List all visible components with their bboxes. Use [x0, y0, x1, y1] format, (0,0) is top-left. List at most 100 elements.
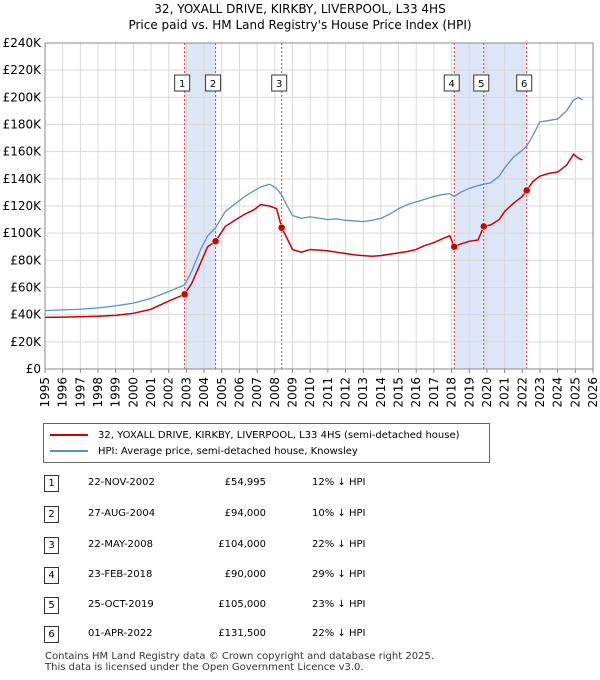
sale-point	[277, 223, 286, 232]
sale-number-badge: 5	[44, 597, 59, 614]
sale-label: 2	[210, 79, 216, 90]
legend-label-property: 32, YOXALL DRIVE, KIRKBY, LIVERPOOL, L33…	[98, 429, 460, 441]
y-tick-label: £80K	[10, 253, 42, 267]
x-tick-label: 2014	[374, 377, 388, 408]
x-tick-label: 2024	[551, 377, 565, 408]
sale-label: 1	[179, 79, 185, 90]
x-tick-label: 1997	[73, 377, 87, 408]
sale-number-badge: 6	[44, 626, 59, 643]
sale-date: 22-NOV-2002	[88, 477, 155, 488]
sale-hpi-diff: 12% ↓ HPI	[312, 477, 366, 488]
x-tick-label: 2008	[268, 377, 282, 408]
sale-hpi-diff: 23% ↓ HPI	[312, 599, 366, 610]
table-row: 3 22-MAY-2008 £104,000 22% ↓ HPI	[0, 536, 600, 554]
sale-label-box	[271, 74, 288, 92]
sale-label-box	[205, 74, 222, 92]
sale-price: £94,000	[224, 508, 266, 519]
sale-hpi-diff: 29% ↓ HPI	[312, 569, 366, 580]
legend-item-property: 32, YOXALL DRIVE, KIRKBY, LIVERPOOL, L33…	[50, 428, 460, 442]
sale-number-badge: 4	[44, 567, 59, 584]
x-tick-label: 2022	[515, 377, 529, 408]
sale-date: 01-APR-2022	[88, 628, 153, 639]
x-tick-label: 1996	[56, 377, 70, 408]
x-tick-label: 2000	[126, 377, 140, 408]
footer-licence: This data is licensed under the Open Gov…	[45, 662, 364, 673]
legend-label-hpi: HPI: Average price, semi-detached house,…	[98, 445, 358, 457]
y-tick-label: £180K	[3, 118, 43, 132]
sale-point	[450, 243, 458, 251]
x-tick-label: 2003	[179, 377, 193, 408]
sale-number-badge: 3	[44, 537, 59, 554]
x-tick-label: 2009	[285, 377, 299, 408]
x-tick-label: 1995	[38, 377, 52, 408]
table-row: 5 25-OCT-2019 £105,000 23% ↓ HPI	[0, 596, 600, 614]
y-tick-label: £100K	[3, 226, 43, 240]
legend-swatch-hpi	[50, 450, 88, 452]
x-tick-label: 2002	[162, 377, 176, 408]
x-tick-label: 2017	[427, 377, 441, 408]
x-tick-label: 2005	[215, 377, 229, 408]
x-tick-label: 1999	[109, 377, 123, 408]
y-tick-label: £160K	[3, 145, 43, 159]
x-tick-label: 2018	[445, 377, 459, 408]
legend-swatch-property	[50, 434, 88, 436]
chart-legend: 32, YOXALL DRIVE, KIRKBY, LIVERPOOL, L33…	[43, 423, 490, 463]
x-tick-label: 2021	[498, 377, 512, 408]
x-tick-label: 2015	[392, 377, 406, 408]
sale-price: £131,500	[218, 628, 266, 639]
x-tick-label: 2004	[197, 377, 211, 408]
sale-label-box	[473, 74, 490, 92]
x-tick-label: 2026	[586, 377, 600, 408]
sale-price: £104,000	[218, 539, 266, 550]
x-tick-label: 2007	[250, 377, 264, 408]
sale-label-box	[516, 74, 533, 92]
x-tick-label: 2016	[409, 377, 423, 408]
y-tick-label: £0	[26, 362, 41, 376]
x-tick-label: 2020	[480, 377, 494, 408]
x-tick-label: 2011	[321, 377, 335, 408]
sale-price: £54,995	[224, 477, 266, 488]
x-tick-label: 1998	[91, 377, 105, 408]
chart-title-line2: Price paid vs. HM Land Registry's House …	[128, 18, 472, 32]
sale-label: 6	[521, 79, 527, 90]
y-tick-label: £240K	[3, 36, 43, 50]
sale-label: 3	[276, 79, 282, 90]
y-tick-label: £220K	[3, 63, 43, 77]
y-tick-label: £200K	[3, 90, 43, 104]
sale-label-box	[443, 74, 460, 92]
hpi-series-line	[44, 96, 583, 312]
x-tick-label: 2001	[144, 377, 158, 408]
sale-price: £90,000	[224, 569, 266, 580]
table-row: 4 23-FEB-2018 £90,000 29% ↓ HPI	[0, 566, 600, 584]
legend-item-hpi: HPI: Average price, semi-detached house,…	[50, 444, 358, 458]
price-chart: 1 2 3 4 5 6 £0 £20K £40K £60K £80K £100K £120K £140K £…	[3, 36, 600, 408]
y-tick-label: £20K	[10, 335, 42, 349]
x-tick-label: 2025	[568, 377, 582, 408]
plot-frame	[44, 42, 594, 370]
sale-point	[180, 290, 189, 299]
x-tick-label: 2012	[339, 377, 353, 408]
table-row: 1 22-NOV-2002 £54,995 12% ↓ HPI	[0, 474, 600, 492]
sale-label: 5	[478, 79, 484, 90]
sale-date: 27-AUG-2004	[88, 508, 156, 519]
sale-label-box	[174, 74, 191, 92]
sale-point	[480, 222, 488, 231]
x-tick-label: 2023	[533, 377, 547, 408]
sale-hpi-diff: 10% ↓ HPI	[312, 508, 366, 519]
x-tick-label: 2006	[232, 377, 246, 408]
x-tick-label: 2019	[462, 377, 476, 408]
chart-title-line1: 32, YOXALL DRIVE, KIRKBY, LIVERPOOL, L33…	[154, 2, 446, 16]
sale-date: 22-MAY-2008	[88, 539, 154, 550]
y-tick-label: £40K	[10, 308, 42, 322]
footer-copyright: Contains HM Land Registry data © Crown c…	[45, 651, 434, 662]
table-row: 2 27-AUG-2004 £94,000 10% ↓ HPI	[0, 505, 600, 523]
property-series-line	[44, 153, 583, 319]
y-tick-label: £120K	[3, 199, 43, 213]
sale-point	[522, 186, 531, 195]
y-tick-label: £140K	[3, 172, 43, 186]
x-tick-label: 2010	[303, 377, 317, 408]
y-tick-label: £60K	[10, 281, 42, 295]
sale-date: 23-FEB-2018	[88, 569, 153, 580]
sale-hpi-diff: 22% ↓ HPI	[312, 539, 366, 550]
sale-price: £105,000	[218, 599, 266, 610]
